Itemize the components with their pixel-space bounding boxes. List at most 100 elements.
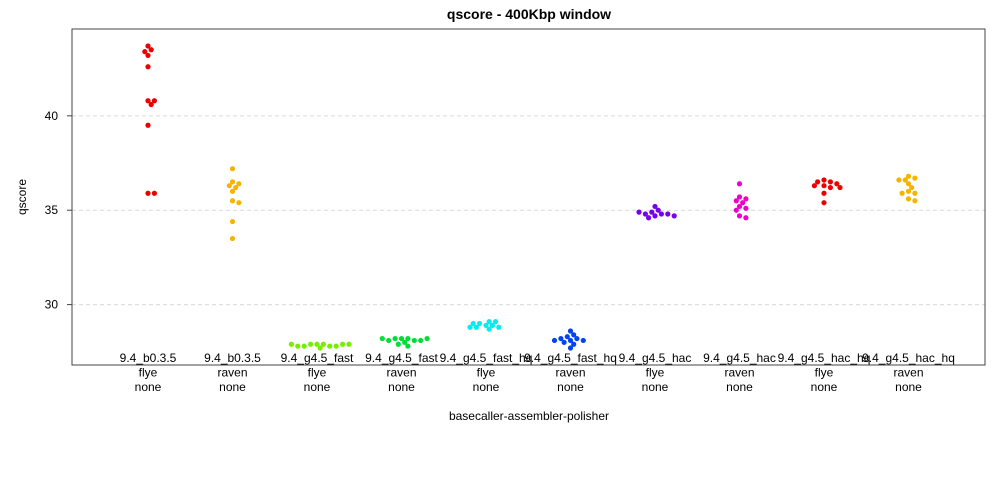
- data-points: [142, 43, 918, 351]
- data-point: [815, 179, 821, 185]
- data-point: [551, 337, 558, 344]
- data-point: [392, 335, 398, 342]
- data-point: [567, 328, 574, 334]
- category-label: flye: [646, 366, 665, 380]
- category-label: 9.4_b0.3.5: [120, 351, 177, 365]
- data-point: [340, 341, 346, 347]
- data-point: [743, 196, 749, 202]
- data-point: [561, 339, 567, 345]
- data-point: [402, 339, 408, 345]
- x-axis-label: basecaller-assembler-polisher: [449, 409, 609, 423]
- data-point: [834, 181, 840, 187]
- data-point: [395, 341, 401, 347]
- data-point: [567, 345, 574, 351]
- category-label: none: [473, 380, 500, 394]
- category-label: raven: [217, 366, 247, 380]
- category-label: raven: [386, 366, 416, 380]
- data-point: [424, 335, 430, 342]
- data-point: [740, 200, 746, 206]
- data-point: [398, 335, 405, 342]
- category-label: raven: [893, 366, 923, 380]
- category-label: none: [219, 380, 246, 394]
- data-point: [229, 198, 236, 204]
- data-point: [896, 177, 902, 183]
- data-point: [733, 198, 739, 204]
- y-tick-label: 35: [45, 203, 59, 217]
- data-point: [418, 337, 424, 344]
- data-point: [229, 218, 236, 225]
- y-axis-ticks: 30 35 40: [45, 109, 72, 312]
- data-point: [145, 64, 151, 70]
- data-point: [493, 318, 499, 325]
- data-point: [580, 337, 586, 344]
- y-tick-label: 30: [45, 298, 59, 312]
- data-point: [405, 335, 411, 342]
- data-point: [912, 198, 918, 204]
- data-point: [743, 205, 749, 211]
- data-point: [295, 343, 301, 349]
- data-point: [827, 184, 834, 191]
- data-point: [346, 341, 352, 347]
- data-point: [655, 207, 661, 213]
- data-point: [317, 345, 323, 351]
- data-point: [649, 209, 655, 215]
- category-label: flye: [477, 366, 496, 380]
- data-point: [314, 341, 320, 347]
- category-label: 9.4_g4.5_hac: [619, 351, 692, 365]
- data-point: [333, 343, 339, 349]
- data-point: [571, 341, 577, 347]
- data-point: [145, 122, 151, 128]
- data-point: [642, 211, 649, 217]
- data-point: [733, 207, 739, 213]
- data-point: [652, 203, 658, 210]
- data-point: [145, 52, 151, 59]
- data-point: [496, 324, 502, 330]
- category-label: 9.4_g4.5_fast_hq: [440, 351, 533, 365]
- category-label: 9.4_g4.5_fast: [281, 351, 354, 365]
- data-point: [486, 326, 492, 332]
- data-point: [821, 200, 827, 206]
- category-label: none: [642, 380, 669, 394]
- data-point: [902, 177, 908, 183]
- data-point: [470, 320, 476, 327]
- y-axis-label: qscore: [15, 179, 29, 215]
- data-point: [229, 188, 236, 194]
- data-point: [905, 181, 912, 187]
- data-point: [483, 322, 489, 328]
- category-label: flye: [139, 366, 158, 380]
- category-label: raven: [724, 366, 754, 380]
- data-point: [229, 179, 236, 185]
- data-point: [837, 184, 843, 191]
- data-point: [489, 322, 495, 328]
- data-point: [477, 320, 483, 327]
- data-point: [905, 188, 912, 194]
- plot-frame: [71, 28, 986, 366]
- data-point: [142, 49, 148, 55]
- data-point: [574, 335, 580, 342]
- data-point: [912, 175, 918, 181]
- data-point: [658, 211, 665, 217]
- data-point: [821, 190, 827, 196]
- data-point: [646, 215, 652, 221]
- data-point: [379, 335, 385, 342]
- data-point: [905, 173, 912, 179]
- category-label: 9.4_g4.5_hac_hq: [862, 351, 955, 365]
- category-label: 9.4_g4.5_fast_hq: [524, 351, 617, 365]
- data-point: [912, 190, 918, 196]
- data-point: [558, 335, 564, 342]
- data-point: [473, 324, 479, 330]
- category-label: flye: [815, 366, 834, 380]
- data-point: [405, 343, 411, 349]
- data-point: [743, 215, 749, 221]
- data-point: [909, 184, 915, 191]
- data-point: [148, 47, 154, 53]
- category-label: 9.4_g4.5_hac_hq: [778, 351, 871, 365]
- data-point: [821, 183, 827, 189]
- data-point: [636, 209, 642, 215]
- category-label: none: [135, 380, 162, 394]
- data-point: [652, 213, 658, 219]
- data-point: [736, 194, 743, 200]
- data-point: [671, 213, 677, 219]
- data-point: [905, 196, 912, 202]
